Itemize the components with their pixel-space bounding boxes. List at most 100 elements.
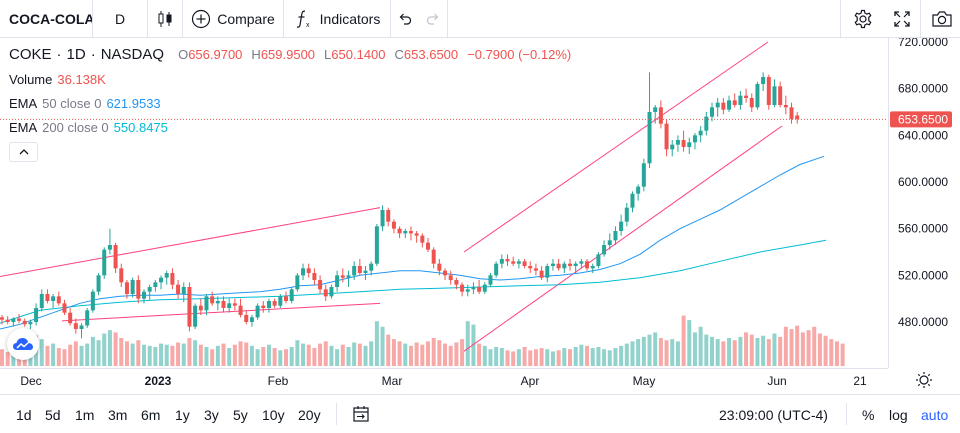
- timezone-clock[interactable]: 23:09:00 (UTC-4): [719, 407, 828, 423]
- candle: [187, 282, 192, 332]
- candle: [45, 289, 50, 304]
- volume-bar: [147, 345, 152, 366]
- volume-bar: [329, 345, 334, 366]
- candle: [204, 294, 209, 315]
- candle: [306, 263, 311, 278]
- candle: [403, 228, 408, 238]
- ema50-legend[interactable]: EMA 50 close 0 621.9533: [9, 96, 161, 111]
- ema50-value: 621.9533: [106, 96, 161, 111]
- trend-line[interactable]: [463, 41, 769, 253]
- volume-bar: [62, 349, 67, 366]
- candle-body: [568, 263, 572, 266]
- candle: [153, 280, 158, 292]
- candle: [363, 266, 368, 280]
- candle-body: [783, 105, 788, 108]
- candle-body: [772, 86, 777, 105]
- range-3m-button[interactable]: 3m: [108, 407, 128, 423]
- candle: [562, 261, 567, 273]
- redo-button[interactable]: [419, 0, 447, 38]
- symbol-search-button[interactable]: COCA-COLA: [9, 10, 92, 27]
- range-10y-button[interactable]: 10y: [262, 407, 285, 423]
- candle-body: [471, 287, 476, 290]
- time-label: Mar: [381, 374, 403, 388]
- candle: [426, 238, 430, 252]
- toolbar-divider: [92, 0, 93, 38]
- candle-body: [692, 135, 697, 143]
- candle: [96, 273, 101, 296]
- volume-bar: [79, 345, 84, 366]
- range-1m-button[interactable]: 1m: [75, 407, 95, 423]
- trend-line[interactable]: [61, 302, 381, 322]
- range-5y-button[interactable]: 5y: [233, 407, 248, 423]
- legend-collapse-button[interactable]: [9, 142, 38, 162]
- candle: [130, 277, 135, 298]
- candle-body: [585, 261, 590, 269]
- candle: [448, 270, 453, 285]
- volume-bar: [710, 336, 714, 366]
- time-axis[interactable]: Dec 2023 Feb Mar Apr May Jun 21: [0, 368, 888, 392]
- undo-button[interactable]: [391, 0, 419, 38]
- trend-line[interactable]: [0, 207, 381, 277]
- tradingview-logo[interactable]: [7, 328, 39, 360]
- volume-bar: [266, 344, 271, 366]
- axis-settings-button[interactable]: [912, 368, 936, 392]
- candle: [232, 298, 237, 311]
- volume-bar: [528, 350, 533, 366]
- chart-pane[interactable]: 720.0000 680.0000 640.0000 600.0000 560.…: [0, 38, 960, 368]
- compare-button[interactable]: Compare: [183, 0, 283, 38]
- auto-scale-button[interactable]: auto: [921, 407, 949, 423]
- candle-body: [102, 249, 107, 276]
- range-20y-button[interactable]: 20y: [298, 407, 321, 423]
- legend-dot: ·: [56, 46, 62, 63]
- volume-bar: [783, 326, 788, 366]
- time-label: Apr: [520, 374, 540, 388]
- range-1d-button[interactable]: 1d: [16, 407, 32, 423]
- trend-line[interactable]: [463, 125, 783, 352]
- candle: [295, 273, 300, 292]
- settings-button[interactable]: [846, 0, 880, 38]
- candle: [607, 233, 612, 250]
- candle: [772, 79, 777, 108]
- candle: [107, 228, 112, 255]
- ema200-legend[interactable]: EMA 200 close 0 550.8475: [9, 120, 168, 135]
- range-5d-button[interactable]: 5d: [45, 407, 61, 423]
- candle: [766, 74, 771, 110]
- volume-bar: [613, 348, 618, 366]
- volume-bar: [641, 336, 646, 366]
- low-label: L: [324, 47, 332, 62]
- price-axis[interactable]: 720.0000 680.0000 640.0000 600.0000 560.…: [889, 38, 960, 368]
- volume-legend[interactable]: Volume 36.138K: [9, 72, 106, 87]
- candle-body: [244, 315, 249, 322]
- range-6m-button[interactable]: 6m: [141, 407, 161, 423]
- percent-scale-button[interactable]: %: [862, 407, 875, 423]
- candle-body: [210, 296, 215, 304]
- ema200-name: EMA: [9, 120, 38, 135]
- indicators-button[interactable]: x Indicators: [284, 0, 390, 38]
- calendar-arrow-icon: [353, 406, 369, 422]
- candle: [619, 214, 624, 236]
- fullscreen-button[interactable]: [886, 0, 918, 38]
- candle: [704, 112, 709, 136]
- legend-symbol[interactable]: COKE: [9, 46, 52, 63]
- interval-button[interactable]: D: [114, 10, 126, 27]
- volume-bar: [636, 339, 641, 366]
- candle: [323, 284, 328, 301]
- snapshot-button[interactable]: [924, 0, 960, 38]
- volume-bar: [369, 341, 374, 366]
- candle: [22, 318, 27, 327]
- volume-bar: [380, 326, 385, 366]
- range-1y-button[interactable]: 1y: [175, 407, 190, 423]
- candle-body: [380, 210, 385, 227]
- candle-body: [675, 140, 680, 145]
- candle-body: [443, 270, 448, 276]
- volume-bar: [437, 340, 442, 366]
- chart-type-button[interactable]: [148, 0, 182, 38]
- candle-body: [636, 186, 641, 194]
- go-to-date-button[interactable]: [352, 405, 370, 428]
- candle: [499, 254, 504, 269]
- volume-bar: [227, 348, 232, 366]
- range-3y-button[interactable]: 3y: [204, 407, 219, 423]
- trend-lines[interactable]: [0, 41, 783, 352]
- log-scale-button[interactable]: log: [889, 407, 908, 423]
- candle-body: [39, 294, 44, 308]
